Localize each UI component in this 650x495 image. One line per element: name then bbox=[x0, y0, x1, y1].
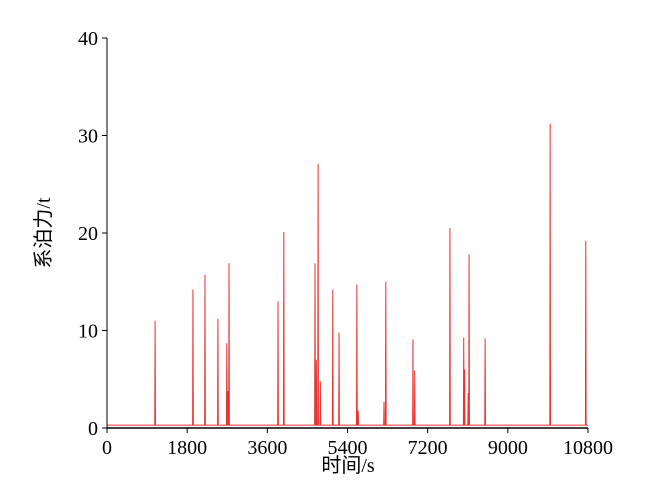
x-tick-label: 9000 bbox=[488, 437, 528, 459]
y-axis-title: 系泊力/t bbox=[32, 197, 55, 269]
x-tick-label: 7200 bbox=[408, 437, 448, 459]
x-tick-label: 5400 bbox=[328, 437, 368, 459]
y-tick-label: 0 bbox=[88, 418, 98, 440]
y-tick-label: 10 bbox=[78, 321, 98, 343]
x-tick-label: 0 bbox=[102, 437, 112, 459]
data-line bbox=[107, 123, 588, 426]
y-tick-label: 30 bbox=[78, 126, 98, 148]
y-tick-label: 20 bbox=[78, 223, 98, 245]
y-tick-label: 40 bbox=[78, 28, 98, 50]
x-tick-label: 3600 bbox=[247, 437, 287, 459]
x-tick-label: 1800 bbox=[167, 437, 207, 459]
x-axis-title: 时间/s bbox=[321, 454, 375, 477]
x-tick-label: 10800 bbox=[563, 437, 613, 459]
